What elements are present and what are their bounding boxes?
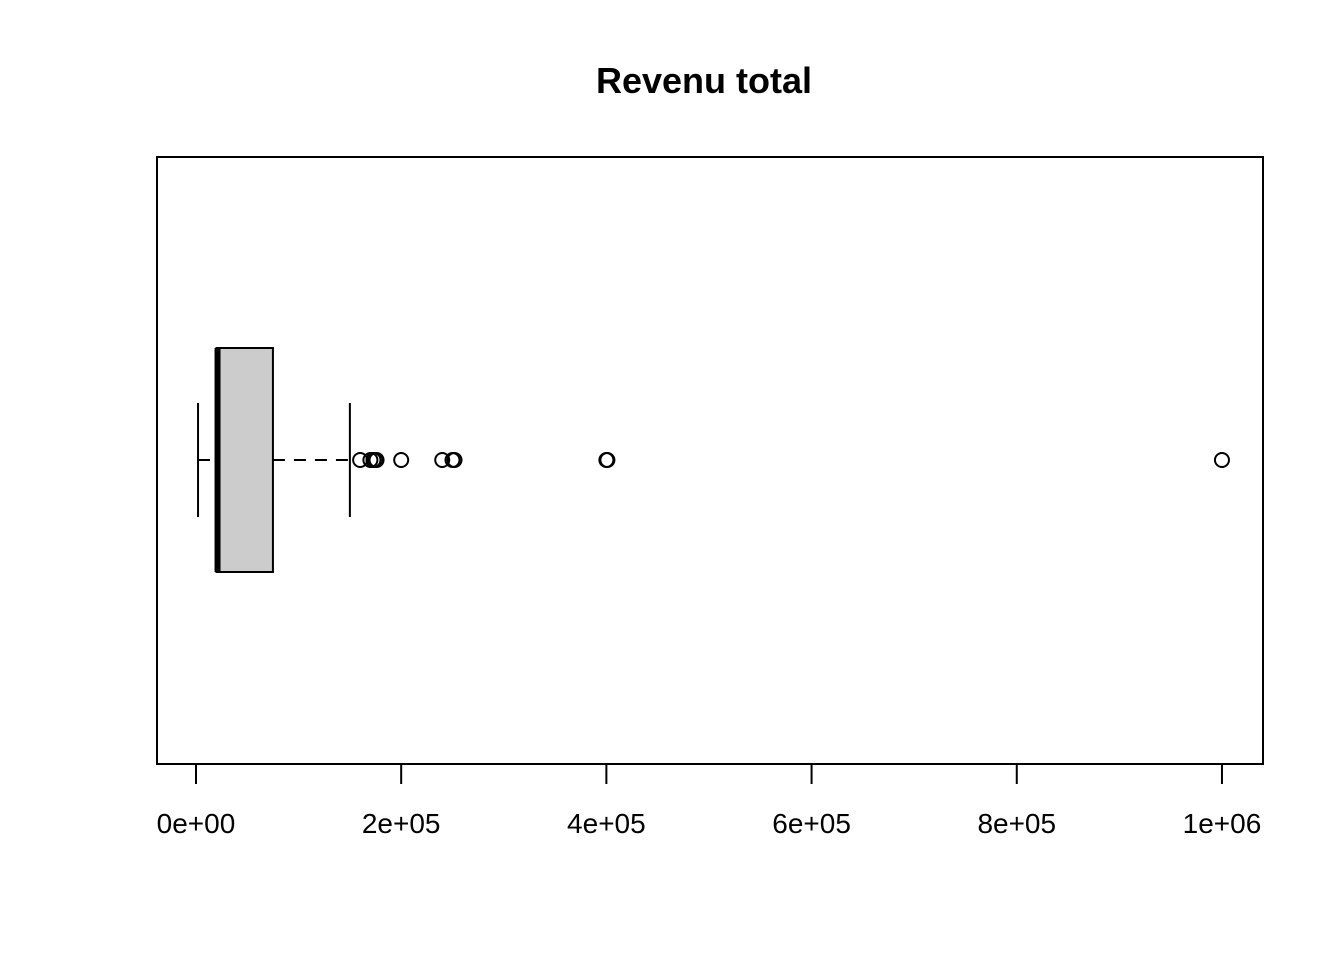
x-tick-label: 8e+05 xyxy=(977,808,1056,839)
outlier-point xyxy=(434,452,451,468)
chart-title: Revenu total xyxy=(596,60,812,101)
interquartile-box xyxy=(215,347,274,573)
x-tick-label: 4e+05 xyxy=(567,808,646,839)
boxplot xyxy=(197,347,351,573)
outlier-points xyxy=(352,452,1230,468)
outlier-point xyxy=(1213,452,1230,468)
outlier-point xyxy=(599,452,616,468)
x-axis: 0e+00 2e+05 4e+05 6e+05 8e+05 1e+06 xyxy=(157,763,1262,839)
outlier-point xyxy=(368,452,385,468)
x-tick-label: 0e+00 xyxy=(157,808,236,839)
outlier-point xyxy=(393,452,410,468)
x-tick-label: 1e+06 xyxy=(1183,808,1262,839)
x-tick-label: 2e+05 xyxy=(362,808,441,839)
outlier-point xyxy=(446,452,463,468)
x-tick-label: 6e+05 xyxy=(772,808,851,839)
